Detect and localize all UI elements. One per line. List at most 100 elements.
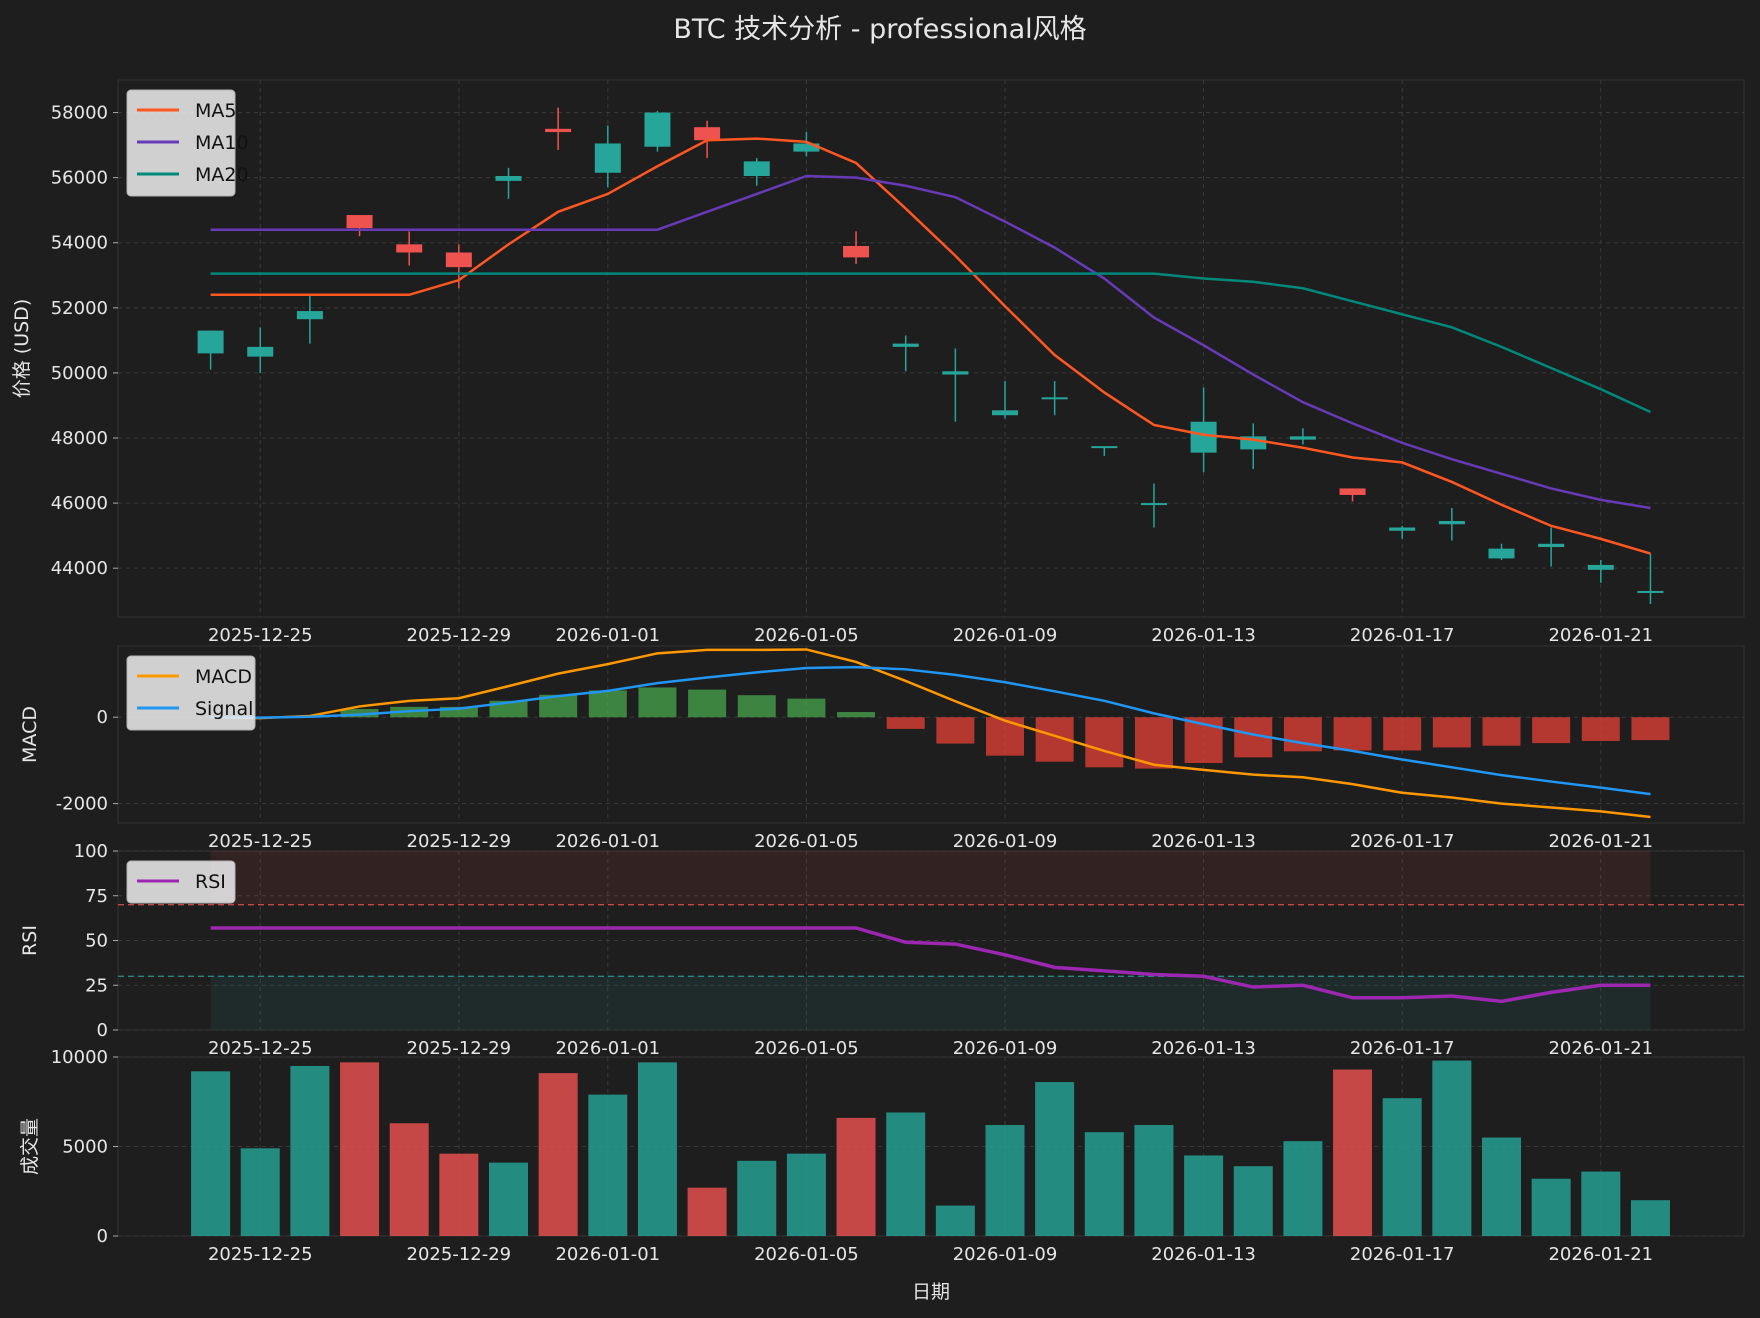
legend-label: MA20 [195,164,249,186]
candle-body [793,143,820,152]
macd-histogram-bar [638,687,677,718]
y-axis-label-macd: MACD [19,706,41,763]
x-tick-label-price: 2025-12-29 [407,625,512,646]
candle-body [346,215,373,229]
volume-bar [737,1160,777,1236]
x-tick-label-price: 2026-01-21 [1548,625,1653,646]
volume-bar [1184,1155,1224,1236]
x-tick-label-macd: 2026-01-01 [555,831,660,852]
volume-bar [1233,1166,1273,1236]
volume-bar [637,1062,677,1236]
y-tick-label-volume: 0 [97,1226,108,1247]
x-axis-label: 日期 [912,1281,950,1303]
x-tick-label-price: 2026-01-01 [555,625,660,646]
oversold-zone [210,976,1651,1030]
x-tick-label-volume: 2025-12-25 [208,1244,313,1265]
candle-body [843,245,870,258]
y-tick-label-rsi: 50 [85,931,108,952]
legend-label: MA10 [195,132,249,154]
volume-bar [1035,1082,1075,1236]
macd-histogram-bar [439,706,478,718]
candle-body [1041,397,1068,400]
volume-bar [1333,1069,1373,1236]
x-tick-label-macd: 2026-01-17 [1350,831,1455,852]
x-tick-label-rsi: 2026-01-01 [555,1038,660,1059]
macd-histogram-bar [986,717,1024,756]
candle-body [247,346,274,357]
x-tick-label-rsi: 2025-12-29 [407,1038,512,1059]
x-tick-label-rsi: 2025-12-25 [208,1038,313,1059]
legend-label: Signal [195,698,253,720]
y-tick-label-rsi: 75 [85,886,108,907]
volume-bar [1283,1141,1323,1236]
x-tick-label-volume: 2026-01-13 [1151,1244,1256,1265]
x-tick-label-macd: 2026-01-21 [1548,831,1653,852]
candle-body [743,161,770,177]
x-tick-label-price: 2026-01-05 [754,625,859,646]
volume-bar [935,1205,975,1236]
macd-histogram-bar [837,712,876,718]
candle-body [992,410,1018,416]
macd-histogram-bar [1333,717,1372,751]
y-tick-label-price: 56000 [51,168,108,189]
candle-body [1389,527,1416,531]
candle-body [296,311,323,320]
legend-label: MA5 [195,100,236,122]
x-tick-label-volume: 2026-01-21 [1548,1244,1653,1265]
candle-body [1190,421,1217,453]
candle-body [1339,488,1366,495]
x-tick-label-macd: 2025-12-25 [208,831,313,852]
macd-histogram-bar [1085,717,1124,768]
candle-body [892,343,919,347]
x-tick-label-volume: 2026-01-01 [555,1244,660,1265]
x-tick-label-rsi: 2026-01-05 [754,1038,859,1059]
x-tick-label-macd: 2026-01-09 [953,831,1058,852]
volume-bar [687,1187,727,1236]
macd-histogram-bar [1631,717,1670,741]
candle-body [396,244,423,253]
x-tick-label-price: 2026-01-17 [1350,625,1455,646]
macd-histogram-bar [787,698,826,718]
x-tick-label-volume: 2026-01-17 [1350,1244,1455,1265]
panels: 4400046000480005000052000540005600058000… [11,79,1745,1265]
volume-bar [1482,1137,1521,1236]
legend-label: MACD [195,666,252,688]
candle-body [445,252,472,268]
candle-body [1140,503,1167,506]
y-tick-label-price: 52000 [51,298,108,319]
candle-body [1289,436,1316,440]
x-tick-label-volume: 2025-12-29 [407,1244,512,1265]
candle-body [545,128,572,133]
y-axis-label-price: 价格 (USD) [11,299,33,398]
volume-bar [1581,1171,1621,1236]
y-tick-label-macd: 0 [97,707,108,728]
y-tick-label-price: 48000 [51,428,108,449]
y-tick-label-price: 50000 [51,363,108,384]
x-tick-label-rsi: 2026-01-17 [1350,1038,1455,1059]
macd-histogram-bar [340,709,379,718]
legend: MACD Signal [126,655,256,731]
candle-body [495,176,522,181]
panel-macd: -2000 0 2025-12-25 2025-12-29 2026-01-01 2026… [19,645,1745,852]
volume-bar [1382,1098,1422,1236]
volume-bar [191,1071,231,1236]
macd-histogram-bar [1532,717,1571,744]
y-tick-label-macd: -2000 [56,794,108,815]
x-tick-label-rsi: 2026-01-09 [953,1038,1058,1059]
volume-bar [588,1094,628,1236]
y-axis-label-rsi: RSI [19,925,41,956]
volume-bar [290,1065,330,1236]
y-tick-label-price: 54000 [51,233,108,254]
panel-rsi: 0 25 50 75 100 2025-12-25 2025-12-29 2026-01-01… [19,841,1745,1059]
chart-title: BTC 技术分析 - professional风格 [673,14,1086,45]
volume-bar [1432,1060,1472,1236]
legend-label: RSI [195,871,226,893]
signal-line [210,665,1651,796]
y-tick-label-price: 58000 [51,103,108,124]
overbought-zone [210,851,1651,905]
y-axis-label-volume: 成交量 [19,1118,41,1175]
x-tick-label-volume: 2026-01-09 [953,1244,1058,1265]
legend: RSI [126,860,236,904]
macd-histogram-bar [936,717,975,744]
